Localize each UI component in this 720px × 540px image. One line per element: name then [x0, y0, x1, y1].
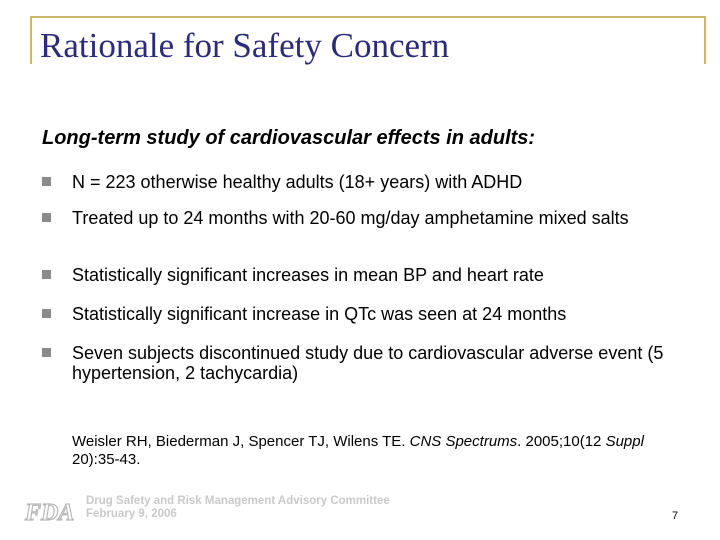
page-number: 7	[672, 510, 679, 522]
bullet-item: Seven subjects discontinued study due to…	[42, 343, 702, 383]
bullet-item: Statistically significant increases in m…	[42, 265, 702, 285]
bullet-text: Treated up to 24 months with 20-60 mg/da…	[72, 208, 629, 228]
fda-logo-text: FDA	[24, 500, 74, 524]
title-frame-left-line	[30, 16, 32, 64]
bullet-text: Statistically significant increases in m…	[72, 265, 544, 285]
title-frame-right-line	[704, 16, 706, 64]
citation-details-1: . 2005;10(12	[517, 433, 602, 450]
bullet-text: Statistically significant increase in QT…	[72, 304, 567, 324]
square-bullet-icon	[42, 177, 51, 186]
square-bullet-icon	[42, 270, 51, 279]
citation-supplement: Suppl	[605, 433, 644, 450]
fda-logo-icon: FDA	[24, 499, 75, 524]
square-bullet-icon	[42, 213, 51, 222]
bullet-item: Statistically significant increase in QT…	[42, 304, 702, 324]
title-frame-top-line	[30, 16, 705, 18]
square-bullet-icon	[42, 348, 51, 357]
fda-logo-letters: FDA	[24, 499, 75, 524]
bullet-text: N = 223 otherwise healthy adults (18+ ye…	[72, 172, 523, 192]
bullet-text: Seven subjects discontinued study due to…	[72, 343, 664, 383]
citation-authors: Weisler RH, Biederman J, Spencer TJ, Wil…	[72, 433, 406, 450]
citation-details-2: 20):35-43.	[72, 451, 141, 468]
bullet-item: Treated up to 24 months with 20-60 mg/da…	[42, 208, 702, 228]
citation-journal: CNS Spectrums	[409, 433, 518, 450]
footer-line-committee: Drug Safety and Risk Management Advisory…	[86, 495, 390, 507]
footer-committee: Drug Safety and Risk Management Advisory…	[86, 495, 390, 521]
citation: Weisler RH, Biederman J, Spencer TJ, Wil…	[72, 433, 692, 469]
slide-subtitle: Long-term study of cardiovascular effect…	[42, 127, 536, 149]
footer-line-date: February 9, 2006	[86, 508, 177, 520]
bullet-item: N = 223 otherwise healthy adults (18+ ye…	[42, 172, 702, 192]
square-bullet-icon	[42, 309, 51, 318]
slide-title: Rationale for Safety Concern	[40, 26, 450, 65]
